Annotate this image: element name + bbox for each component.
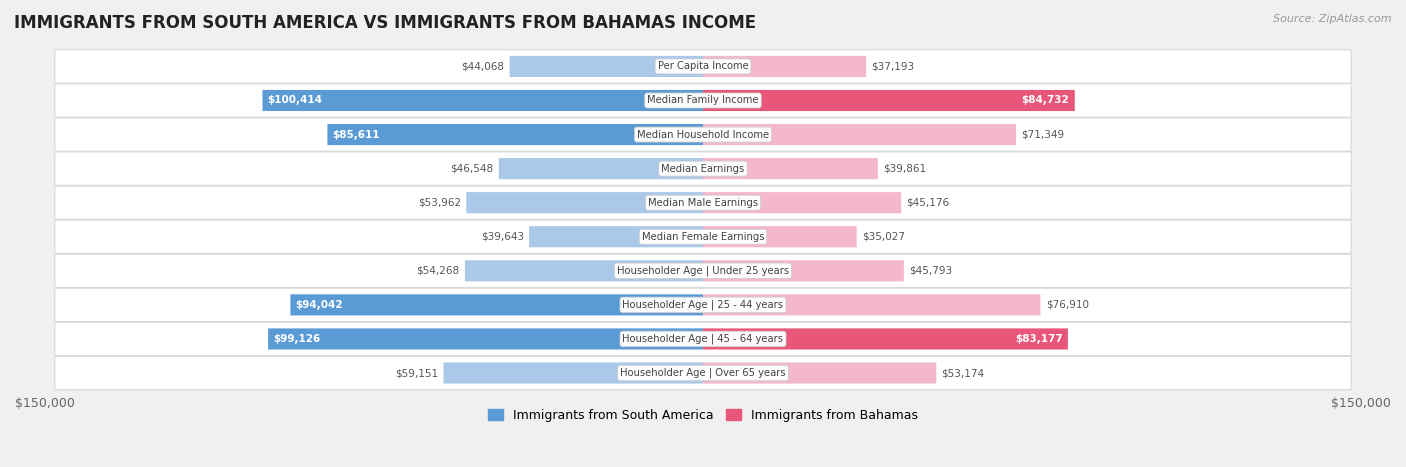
FancyBboxPatch shape [55, 186, 1351, 219]
FancyBboxPatch shape [703, 124, 1017, 145]
Text: $85,611: $85,611 [333, 129, 380, 140]
FancyBboxPatch shape [703, 192, 901, 213]
FancyBboxPatch shape [703, 260, 904, 282]
FancyBboxPatch shape [55, 220, 1351, 254]
Text: Median Female Earnings: Median Female Earnings [641, 232, 765, 242]
Text: Per Capita Income: Per Capita Income [658, 62, 748, 71]
Text: IMMIGRANTS FROM SOUTH AMERICA VS IMMIGRANTS FROM BAHAMAS INCOME: IMMIGRANTS FROM SOUTH AMERICA VS IMMIGRA… [14, 14, 756, 32]
Text: $59,151: $59,151 [395, 368, 439, 378]
Text: $35,027: $35,027 [862, 232, 905, 242]
FancyBboxPatch shape [703, 362, 936, 383]
Text: $39,861: $39,861 [883, 163, 927, 174]
FancyBboxPatch shape [55, 322, 1351, 356]
Text: Median Earnings: Median Earnings [661, 163, 745, 174]
FancyBboxPatch shape [55, 288, 1351, 322]
Text: Householder Age | 45 - 64 years: Householder Age | 45 - 64 years [623, 334, 783, 344]
Text: Source: ZipAtlas.com: Source: ZipAtlas.com [1274, 14, 1392, 24]
FancyBboxPatch shape [55, 50, 1351, 83]
Text: $53,174: $53,174 [942, 368, 984, 378]
Text: $100,414: $100,414 [267, 95, 323, 106]
FancyBboxPatch shape [467, 192, 703, 213]
Text: $45,793: $45,793 [910, 266, 952, 276]
FancyBboxPatch shape [55, 152, 1351, 185]
FancyBboxPatch shape [703, 226, 856, 248]
FancyBboxPatch shape [269, 328, 703, 349]
Text: $45,176: $45,176 [907, 198, 949, 208]
Text: $76,910: $76,910 [1046, 300, 1088, 310]
FancyBboxPatch shape [703, 328, 1069, 349]
Text: $83,177: $83,177 [1015, 334, 1063, 344]
Text: Median Family Income: Median Family Income [647, 95, 759, 106]
Text: Householder Age | Under 25 years: Householder Age | Under 25 years [617, 266, 789, 276]
Text: $54,268: $54,268 [416, 266, 460, 276]
Text: $71,349: $71,349 [1021, 129, 1064, 140]
FancyBboxPatch shape [291, 294, 703, 315]
Text: Householder Age | 25 - 44 years: Householder Age | 25 - 44 years [623, 300, 783, 310]
FancyBboxPatch shape [465, 260, 703, 282]
FancyBboxPatch shape [529, 226, 703, 248]
Text: $53,962: $53,962 [418, 198, 461, 208]
Text: $46,548: $46,548 [450, 163, 494, 174]
FancyBboxPatch shape [55, 84, 1351, 117]
FancyBboxPatch shape [263, 90, 703, 111]
FancyBboxPatch shape [328, 124, 703, 145]
Text: $94,042: $94,042 [295, 300, 343, 310]
FancyBboxPatch shape [703, 158, 877, 179]
FancyBboxPatch shape [55, 118, 1351, 151]
FancyBboxPatch shape [509, 56, 703, 77]
FancyBboxPatch shape [55, 356, 1351, 389]
FancyBboxPatch shape [443, 362, 703, 383]
Legend: Immigrants from South America, Immigrants from Bahamas: Immigrants from South America, Immigrant… [482, 404, 924, 427]
FancyBboxPatch shape [703, 56, 866, 77]
Text: Median Household Income: Median Household Income [637, 129, 769, 140]
FancyBboxPatch shape [499, 158, 703, 179]
Text: $99,126: $99,126 [273, 334, 321, 344]
Text: $44,068: $44,068 [461, 62, 505, 71]
Text: $39,643: $39,643 [481, 232, 524, 242]
FancyBboxPatch shape [703, 90, 1074, 111]
FancyBboxPatch shape [703, 294, 1040, 315]
Text: $84,732: $84,732 [1022, 95, 1070, 106]
Text: Median Male Earnings: Median Male Earnings [648, 198, 758, 208]
Text: Householder Age | Over 65 years: Householder Age | Over 65 years [620, 368, 786, 378]
Text: $37,193: $37,193 [872, 62, 914, 71]
FancyBboxPatch shape [55, 254, 1351, 288]
